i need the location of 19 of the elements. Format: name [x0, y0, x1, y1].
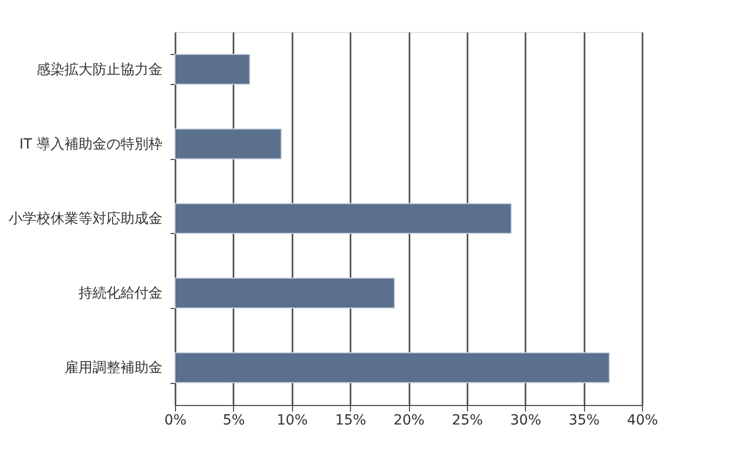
x-tick-label: 10% — [276, 412, 308, 428]
x-tick-label: 30% — [510, 412, 542, 428]
x-tick-label: 15% — [335, 412, 366, 428]
bar — [174, 54, 250, 85]
x-tick-label: 5% — [222, 412, 245, 428]
y-tick-label: 持続化給付金 — [78, 286, 162, 302]
y-tick-label: IT 導入補助金の特別枠 — [19, 136, 162, 152]
y-tick-label: 雇用調整補助金 — [64, 360, 162, 376]
x-tick-label: 25% — [452, 412, 483, 428]
x-tick-label: 0% — [164, 412, 187, 428]
bar — [174, 128, 282, 160]
x-tick-label: 35% — [568, 412, 600, 428]
bar — [174, 352, 610, 384]
y-tick-label: 感染拡大防止協力金 — [36, 62, 162, 78]
y-tick-label: 小学校休業等対応助成金 — [8, 211, 162, 227]
bar — [174, 278, 395, 309]
x-tick-label: 20% — [393, 412, 425, 428]
bar — [174, 203, 512, 234]
x-tick-label: 40% — [626, 412, 658, 428]
